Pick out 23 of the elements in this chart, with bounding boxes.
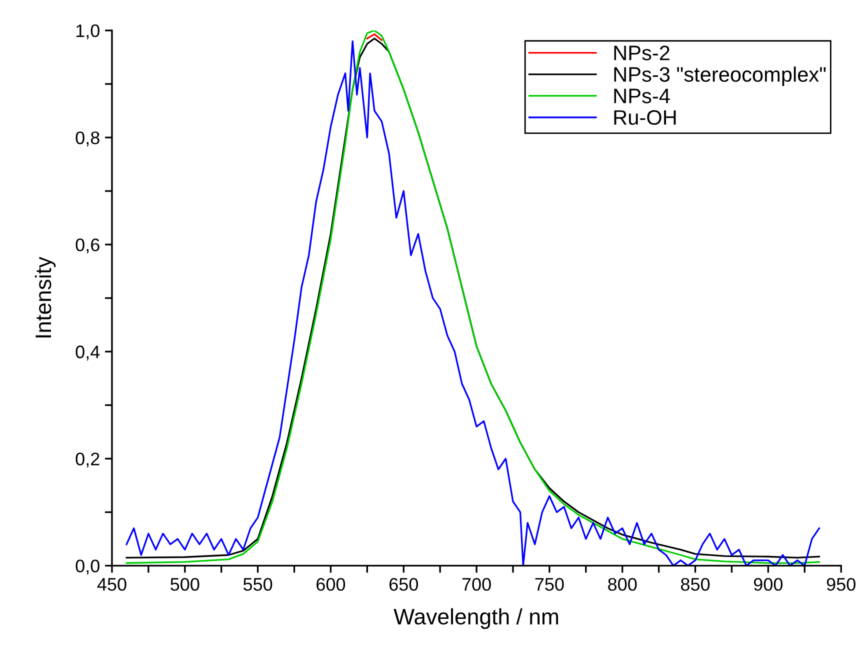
- y-tick-label: 0,0: [76, 560, 100, 575]
- x-tick-label: 950: [826, 578, 856, 591]
- legend-label: NPs-3 "stereocomplex": [614, 66, 826, 86]
- y-tick-label: 0,6: [76, 238, 100, 254]
- y-tick-label: 0,2: [76, 452, 100, 468]
- x-tick-label: 600: [316, 578, 346, 591]
- x-tick-label: 700: [462, 578, 491, 591]
- legend-label: NPs-4: [614, 88, 670, 104]
- x-axis-title: Wavelength / nm: [394, 608, 558, 629]
- legend-label: Ru-OH: [614, 110, 676, 125]
- x-tick-label: 500: [170, 578, 200, 591]
- legend-label: NPs-2: [614, 46, 670, 60]
- x-tick-label: 750: [535, 578, 564, 591]
- x-tick-label: 850: [680, 578, 710, 591]
- x-tick-label: 450: [97, 578, 126, 591]
- x-tick-label: 800: [608, 578, 637, 591]
- y-tick-label: 0,4: [76, 346, 100, 360]
- y-axis-title: Intensity: [34, 256, 56, 338]
- x-tick-label: 650: [389, 578, 418, 591]
- y-tick-label: 1,0: [76, 24, 100, 40]
- y-tick-label: 0,8: [76, 131, 100, 146]
- x-tick-label: 550: [243, 578, 272, 591]
- x-tick-label: 900: [754, 578, 783, 591]
